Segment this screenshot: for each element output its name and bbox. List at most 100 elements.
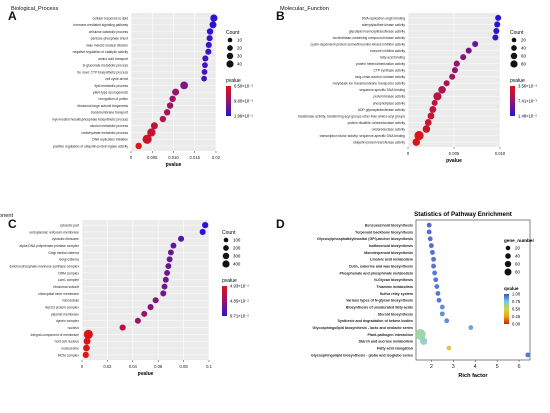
legend-color-label: 9.80×10⁻³ bbox=[234, 99, 253, 104]
data-point bbox=[166, 256, 173, 263]
data-point bbox=[433, 277, 439, 283]
data-point bbox=[453, 60, 460, 67]
x-tick-label: 4 bbox=[474, 364, 477, 370]
data-point bbox=[525, 352, 531, 358]
y-tick-label: Glycosylphosphatidylinositol (GPI)-ancho… bbox=[317, 237, 413, 241]
data-point bbox=[460, 54, 467, 61]
data-point bbox=[119, 324, 126, 331]
legend-size-dot bbox=[223, 237, 229, 243]
y-tick-label: Cutin, suberine and wax biosynthesis bbox=[349, 264, 413, 268]
y-tick-label: phospholipase activity bbox=[373, 101, 406, 105]
y-tick-label: carbohydrate metabolic process bbox=[81, 131, 128, 135]
data-point bbox=[178, 235, 185, 242]
data-point bbox=[436, 297, 442, 303]
y-tick-label: ORM complex bbox=[58, 271, 79, 275]
data-point bbox=[206, 35, 213, 42]
y-tick-label: Plant-pathogen interaction bbox=[367, 333, 413, 337]
legend-color-bar bbox=[504, 294, 509, 324]
y-tick-label: Monoterpenoid biosynthesis bbox=[364, 251, 413, 255]
data-point bbox=[426, 229, 432, 235]
data-point bbox=[159, 115, 167, 123]
y-tick-label: ribosomal large subunit biogenesis bbox=[77, 104, 128, 108]
x-tick-label: 6 bbox=[518, 364, 521, 370]
y-tick-label: Golgi medial cisterna bbox=[48, 251, 79, 255]
y-tick-label: positive regulation of ubiquitin-protein… bbox=[53, 144, 128, 148]
legend-color-bar bbox=[510, 86, 515, 116]
y-tick-label: dynein complex bbox=[56, 319, 79, 323]
y-tick-label: MCM complex bbox=[58, 353, 79, 357]
legend-color-bar bbox=[226, 86, 231, 116]
data-point bbox=[170, 242, 177, 249]
panel-d: D Statistics of Pathway Enrichment 2 3 4 5 6 Ri… bbox=[276, 211, 534, 379]
y-tick-label: host cell nucleus bbox=[55, 340, 80, 344]
panel-label: D bbox=[276, 217, 285, 231]
x-tick-label: 0.04 bbox=[129, 364, 138, 369]
y-tick-label: negative regulation of catalytic activit… bbox=[73, 50, 129, 54]
y-tick-label: ubiquitin-protein transferase activity bbox=[353, 140, 405, 144]
legend-size-dot bbox=[227, 37, 233, 43]
legend-color-label: 9.71×10⁻² bbox=[230, 314, 249, 319]
legend-size-title: Count bbox=[226, 30, 240, 36]
x-tick-label: 0 bbox=[130, 155, 133, 160]
y-tick-label: Glycosphingolipid biosynthesis - lacto a… bbox=[313, 326, 413, 330]
legend-size-dot bbox=[505, 253, 511, 259]
data-point bbox=[412, 138, 421, 146]
data-point bbox=[494, 21, 501, 28]
legend-size-label: 100 bbox=[233, 238, 241, 243]
x-tick-label: 0.005 bbox=[449, 151, 460, 156]
data-point bbox=[431, 99, 438, 106]
y-tick-label: glycolipid mannosyltransferase activity bbox=[349, 29, 405, 33]
x-tick-label: 0.010 bbox=[168, 155, 179, 160]
y-tick-label: chloroplast inner membrane bbox=[38, 292, 79, 296]
y-tick-label: CTP synthase activity bbox=[373, 69, 405, 73]
data-point bbox=[439, 311, 445, 317]
y-tick-label: protein disulfide oxidoreductase activit… bbox=[348, 121, 406, 125]
y-tick-label: Isoflavonoid biosynthesis bbox=[369, 244, 413, 248]
y-tick-label: sequence-specific DNA binding bbox=[359, 88, 405, 92]
data-point bbox=[428, 243, 434, 249]
x-axis-label: pvalue bbox=[166, 162, 182, 168]
y-tick-label: myo-inositol hexakisphosphate biosynthet… bbox=[52, 117, 128, 121]
legend-size-dot bbox=[222, 252, 230, 260]
data-point bbox=[142, 134, 152, 144]
data-point bbox=[147, 304, 154, 311]
y-tick-label: alcohol metabolic process bbox=[90, 124, 128, 128]
x-tick-label: 3 bbox=[452, 364, 455, 370]
data-point bbox=[82, 351, 89, 358]
x-tick-label: 0.015 bbox=[190, 155, 201, 160]
x-tick-label: 2 bbox=[430, 364, 433, 370]
y-tick-label: 'de novo' CTP biosynthetic process bbox=[77, 70, 129, 74]
y-tick-label: Synthesis and degradation of ketone bodi… bbox=[338, 319, 413, 323]
legend-color-label: 0.00 bbox=[512, 322, 521, 327]
legend-size-label: 200 bbox=[233, 246, 241, 251]
data-point bbox=[206, 28, 214, 35]
data-point bbox=[162, 276, 169, 283]
data-point bbox=[444, 318, 450, 324]
y-tick-label: microtubule bbox=[62, 299, 79, 303]
legend-size-dot bbox=[226, 52, 234, 60]
data-point bbox=[431, 263, 436, 269]
plot-area bbox=[82, 220, 209, 360]
data-point bbox=[434, 284, 440, 290]
panel-label: A bbox=[8, 9, 17, 23]
y-tick-label: DNA replication origin binding bbox=[362, 16, 405, 20]
y-tick-label: Golgi cisterna bbox=[59, 258, 79, 262]
x-tick-label: 0.02 bbox=[103, 364, 112, 369]
legend-size-label: 10 bbox=[237, 38, 242, 43]
legend-size-dot bbox=[226, 60, 234, 68]
y-tick-label: cytosolic part bbox=[60, 224, 79, 228]
data-point bbox=[161, 283, 168, 290]
data-point bbox=[150, 122, 158, 130]
data-point bbox=[83, 329, 93, 339]
y-tick-label: nucleus bbox=[68, 326, 80, 330]
y-tick-label: dolichol-phosphate-mannose synthase comp… bbox=[9, 264, 79, 268]
x-axis-label: Rich factor bbox=[458, 373, 488, 379]
legend-size-label: 60 bbox=[521, 54, 526, 59]
data-point bbox=[202, 222, 209, 229]
data-point bbox=[209, 21, 217, 29]
data-point bbox=[135, 142, 142, 150]
y-tick-label: UDP-glycosyltransferase activity bbox=[358, 108, 406, 112]
data-point bbox=[424, 119, 432, 126]
y-tick-label: pentose-phosphate shunt bbox=[91, 37, 128, 41]
